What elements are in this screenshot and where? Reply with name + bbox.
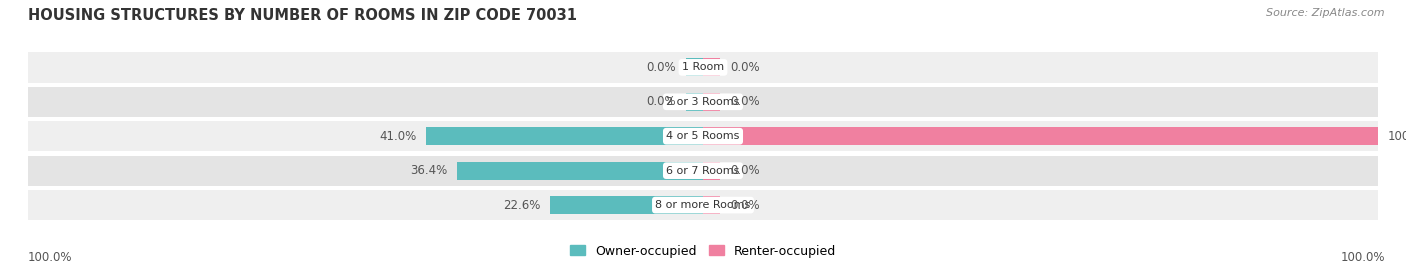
Text: 8 or more Rooms: 8 or more Rooms <box>655 200 751 210</box>
Text: 100.0%: 100.0% <box>28 251 73 264</box>
Bar <box>703 58 720 76</box>
Text: 22.6%: 22.6% <box>503 199 540 212</box>
Text: 0.0%: 0.0% <box>730 95 759 108</box>
Text: 0.0%: 0.0% <box>730 164 759 177</box>
Text: 0.0%: 0.0% <box>647 95 676 108</box>
Text: Source: ZipAtlas.com: Source: ZipAtlas.com <box>1267 8 1385 18</box>
Bar <box>457 162 703 180</box>
Bar <box>426 127 703 145</box>
Bar <box>703 93 720 111</box>
Bar <box>28 52 1378 83</box>
Text: 41.0%: 41.0% <box>380 130 416 143</box>
Bar <box>686 93 703 111</box>
Bar <box>686 58 703 76</box>
Legend: Owner-occupied, Renter-occupied: Owner-occupied, Renter-occupied <box>565 239 841 263</box>
Text: 0.0%: 0.0% <box>647 61 676 74</box>
Bar <box>28 87 1378 117</box>
Text: 36.4%: 36.4% <box>411 164 447 177</box>
Text: 6 or 7 Rooms: 6 or 7 Rooms <box>666 166 740 176</box>
Bar <box>28 121 1378 151</box>
Bar <box>703 196 720 214</box>
Text: HOUSING STRUCTURES BY NUMBER OF ROOMS IN ZIP CODE 70031: HOUSING STRUCTURES BY NUMBER OF ROOMS IN… <box>28 8 576 23</box>
Bar <box>551 196 703 214</box>
Bar <box>703 162 720 180</box>
Text: 4 or 5 Rooms: 4 or 5 Rooms <box>666 131 740 141</box>
Text: 2 or 3 Rooms: 2 or 3 Rooms <box>666 97 740 107</box>
Bar <box>28 190 1378 220</box>
Text: 0.0%: 0.0% <box>730 61 759 74</box>
Text: 1 Room: 1 Room <box>682 62 724 72</box>
Bar <box>703 127 1378 145</box>
Bar <box>28 155 1378 186</box>
Text: 100.0%: 100.0% <box>1388 130 1406 143</box>
Text: 100.0%: 100.0% <box>1340 251 1385 264</box>
Text: 0.0%: 0.0% <box>730 199 759 212</box>
